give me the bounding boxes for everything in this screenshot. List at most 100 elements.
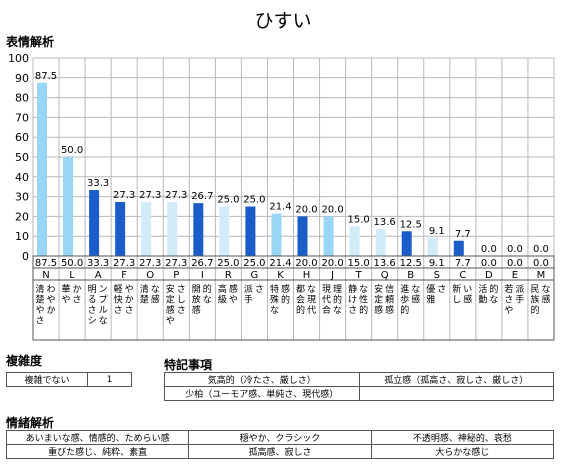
- category-descriptor-glyph: 現: [322, 284, 331, 295]
- category-descriptor-glyph: 的: [333, 294, 342, 306]
- category-descriptor-glyph: 活: [478, 283, 487, 295]
- category-label: H: [303, 270, 311, 281]
- category-descriptor-glyph: さ: [177, 305, 186, 316]
- table-row: 重びた感じ、純粋、素直 孤高感、寂しさ 大らかな感じ: [5, 444, 555, 459]
- category-descriptor-glyph: な: [359, 284, 368, 295]
- bar: [193, 203, 204, 256]
- table-value: 27.3: [139, 258, 161, 269]
- category-descriptor-glyph: な: [151, 284, 160, 295]
- category-descriptor-glyph: 的: [281, 294, 290, 306]
- category-descriptor-glyph: な: [333, 305, 342, 316]
- category-descriptor-glyph: ン: [99, 285, 108, 295]
- category-descriptor-glyph: 級: [218, 294, 227, 306]
- category-descriptor-glyph: さ: [348, 305, 357, 316]
- table-value: 20.0: [295, 258, 317, 269]
- category-descriptor-glyph: 感: [229, 283, 238, 295]
- bar: [375, 229, 386, 256]
- table-value: 27.3: [113, 258, 135, 269]
- category-descriptor-glyph: さ: [35, 316, 44, 327]
- category-label: K: [277, 270, 284, 281]
- category-descriptor-glyph: や: [62, 295, 71, 306]
- category-descriptor-glyph: な: [307, 284, 316, 295]
- y-tick-label: 70: [15, 111, 29, 124]
- bar-value-label: 7.7: [455, 229, 471, 240]
- category-descriptor-glyph: さ: [114, 305, 123, 316]
- bar: [297, 216, 308, 256]
- category-descriptor-glyph: 感: [385, 304, 394, 316]
- category-table-border: [32, 255, 555, 341]
- y-tick-label: 80: [15, 92, 29, 105]
- bar-value-label: 50.0: [61, 145, 83, 156]
- bar-value-label: 25.0: [217, 195, 239, 206]
- bar: [401, 231, 412, 256]
- y-tick-label: 20: [15, 210, 29, 223]
- category-descriptor-glyph: 高: [218, 283, 227, 295]
- category-descriptor-glyph: 的: [489, 283, 498, 295]
- category-label: L: [69, 270, 75, 281]
- table-value: 25.0: [243, 258, 265, 269]
- bar-value-label: 20.0: [295, 204, 317, 215]
- category-descriptor-glyph: 合: [322, 304, 331, 316]
- bar: [167, 201, 178, 256]
- table-value: 87.5: [35, 258, 57, 269]
- category-label: A: [95, 270, 102, 281]
- complexity-value: 1: [87, 372, 132, 387]
- bar-value-label: 87.5: [35, 71, 57, 82]
- category-descriptor-glyph: 手: [515, 294, 524, 306]
- bar: [349, 226, 360, 256]
- category-descriptor-glyph: 定: [166, 294, 175, 306]
- y-tick-label: 10: [15, 230, 29, 243]
- table-value: 0.0: [533, 258, 549, 269]
- y-tick-label: 50: [15, 151, 29, 164]
- category-descriptor-glyph: な: [270, 305, 279, 316]
- category-descriptor-glyph: か: [73, 284, 82, 295]
- table-value: 21.4: [269, 258, 291, 269]
- category-descriptor-glyph: 若: [504, 283, 513, 295]
- category-descriptor-glyph: 楚: [35, 294, 44, 306]
- category-descriptor-glyph: 派: [244, 284, 253, 295]
- bar: [89, 190, 100, 256]
- category-descriptor-glyph: 的: [400, 304, 409, 316]
- bar-value-label: 0.0: [507, 244, 523, 255]
- table-value: 26.7: [191, 258, 213, 269]
- category-descriptor-glyph: 殊: [270, 294, 279, 306]
- category-descriptor-glyph: や: [229, 295, 238, 306]
- special-notes-heading: 特記事項: [164, 358, 213, 372]
- category-descriptor-glyph: い: [463, 285, 472, 295]
- category-descriptor-glyph: な: [411, 284, 420, 295]
- mood-cell: 不透明感、神秘的、哀愁: [370, 430, 555, 445]
- category-descriptor-glyph: さ: [437, 284, 446, 295]
- category-descriptor-glyph: 特: [270, 283, 279, 295]
- bar: [427, 237, 438, 256]
- bar-value-label: 15.0: [347, 214, 369, 225]
- bar: [141, 201, 152, 256]
- bar-value-label: 13.6: [374, 217, 396, 228]
- category-descriptor-glyph: さ: [255, 284, 264, 295]
- category-label: I: [201, 270, 204, 281]
- bar: [323, 216, 334, 256]
- category-descriptor-glyph: 軽: [114, 284, 123, 295]
- bar: [115, 201, 126, 256]
- category-descriptor-glyph: 代: [307, 305, 316, 316]
- category-label: J: [330, 270, 334, 281]
- bar-value-label: 26.7: [191, 191, 213, 202]
- y-tick-label: 30: [15, 191, 29, 204]
- table-value: 20.0: [321, 258, 343, 269]
- category-descriptor-glyph: プ: [99, 295, 108, 306]
- category-descriptor-glyph: な: [99, 316, 108, 327]
- category-descriptor-glyph: 安: [374, 283, 383, 295]
- bar-value-label: 25.0: [243, 195, 265, 206]
- category-descriptor-glyph: な: [541, 284, 550, 295]
- table-value: 9.1: [429, 258, 445, 269]
- category-label: S: [434, 270, 440, 281]
- category-label: N: [42, 270, 49, 281]
- mood-cell: 大らかな感じ: [370, 444, 555, 459]
- category-descriptor-glyph: 感: [151, 294, 160, 306]
- category-descriptor-glyph: 感: [166, 304, 175, 316]
- category-descriptor-glyph: 動: [478, 295, 487, 306]
- category-descriptor-glyph: 頼: [385, 295, 394, 306]
- category-descriptor-glyph: 理: [333, 284, 342, 295]
- category-descriptor-glyph: 民: [530, 284, 539, 295]
- category-descriptor-glyph: さ: [177, 284, 186, 295]
- category-descriptor-glyph: 静: [348, 283, 357, 295]
